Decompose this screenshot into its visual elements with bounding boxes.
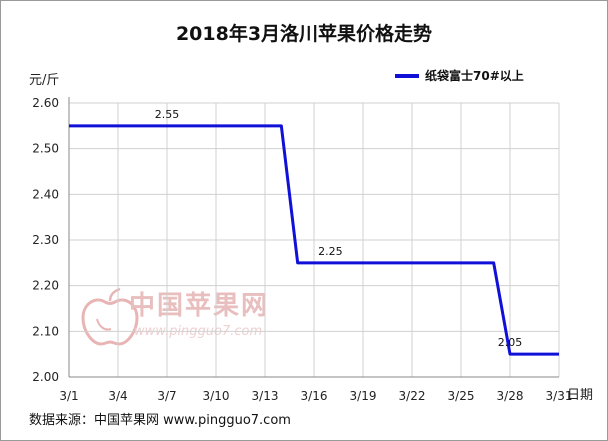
y-tick-label: 2.00 [32,370,59,384]
chart-title: 2018年3月洛川苹果价格走势 [176,22,432,45]
axes: 2.00 2.10 2.20 2.30 2.40 2.50 2.60 3/1 3/4 3/7 3/1… [32,96,572,403]
x-tick-label: 3/25 [448,389,475,403]
x-tick-label: 3/19 [350,389,377,403]
data-labels: 2.55 2.25 2.05 [155,108,523,349]
y-tick-label: 2.20 [32,279,59,293]
y-axis-unit: 元/斤 [29,73,59,88]
watermark-name: 中国苹果网 [129,291,269,321]
x-tick-label: 3/16 [301,389,328,403]
x-tick-label: 3/22 [399,389,426,403]
y-tick-label: 2.60 [32,96,59,110]
grid [69,102,560,377]
y-tick-label: 2.30 [32,233,59,247]
y-tick-label: 2.40 [32,187,59,201]
x-tick-label: 3/13 [252,389,279,403]
legend-label: 纸袋富士70#以上 [425,68,524,83]
x-tick-label: 3/7 [157,389,176,403]
y-tick-label: 2.50 [32,142,59,156]
data-source: 数据来源：中国苹果网 www.pingguo7.com [29,413,291,428]
x-tick-label: 3/28 [497,389,524,403]
x-tick-label: 3/4 [108,389,127,403]
watermark: 中国苹果网 www.pingguo7.com [81,287,269,346]
data-label: 2.05 [498,336,523,349]
series-line [69,124,559,356]
data-label: 2.55 [155,108,180,121]
x-tick-label: 3/1 [59,389,78,403]
x-axis-unit: 日期 [567,388,593,403]
series-layer [69,124,559,356]
x-tick-label: 3/31 [546,389,573,403]
x-tick-label: 3/10 [203,389,230,403]
data-label: 2.25 [318,245,343,258]
y-tick-label: 2.10 [32,324,59,338]
legend: 纸袋富士70#以上 [395,68,524,83]
